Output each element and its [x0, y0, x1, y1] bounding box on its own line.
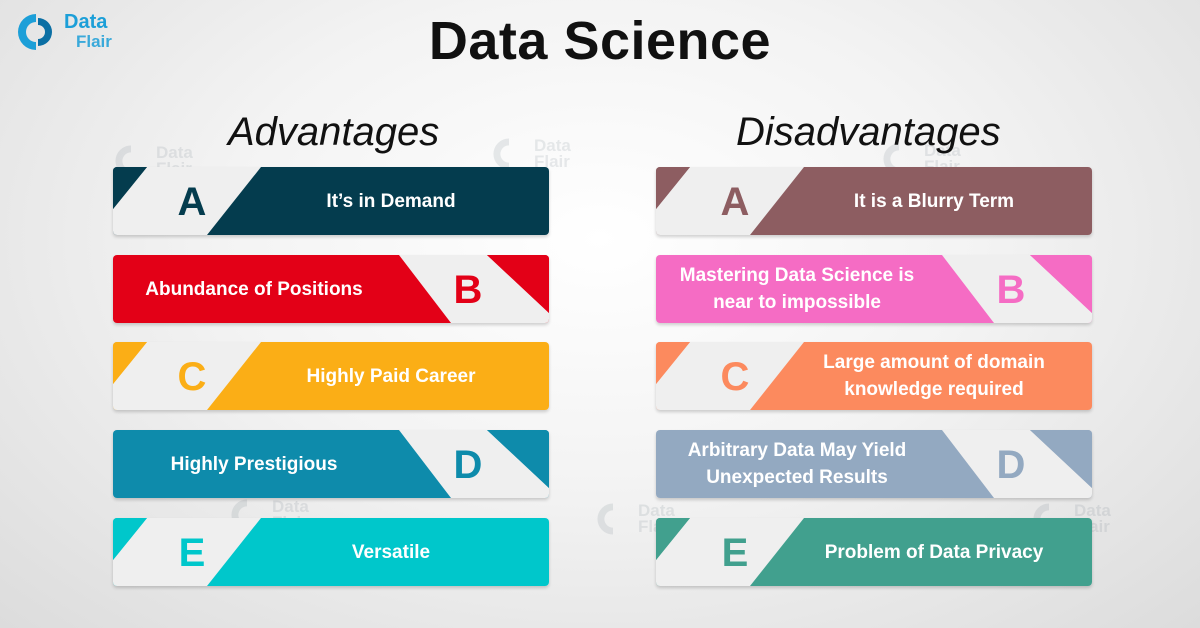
card-text: Abundance of Positions	[145, 278, 363, 300]
card-letter: C	[720, 355, 750, 399]
card-shape	[113, 430, 549, 498]
card-text: It is a Blurry Term	[853, 190, 1015, 212]
card-letter: A	[177, 180, 207, 224]
card-shape	[113, 518, 549, 586]
card-shape	[656, 430, 1092, 498]
card-text: Highly Prestigious	[170, 453, 338, 475]
card-text: Mastering Data Science is near to imposs…	[679, 265, 915, 313]
disadvantages-heading: Disadvantages	[736, 110, 1001, 154]
dataflair-logo: Data Flair	[14, 10, 112, 54]
advantage-card: B Abundance of Positions	[113, 255, 549, 323]
card-letter: B	[453, 268, 483, 312]
card-text: Large amount of domain knowledge require…	[823, 352, 1045, 400]
card-letter: E	[178, 531, 206, 575]
card-shape	[656, 167, 1092, 235]
card-shape	[113, 167, 549, 235]
disadvantage-card: C Large amount of domain knowledge requi…	[656, 342, 1092, 410]
watermark-icon	[597, 503, 613, 535]
card-text: Problem of Data Privacy	[824, 541, 1044, 563]
watermark-icon	[493, 138, 509, 170]
card-letter: E	[721, 531, 749, 575]
advantage-card: A It’s in Demand	[113, 167, 549, 235]
logo-text-line1: Data	[64, 11, 108, 33]
card-letter: D	[996, 443, 1026, 487]
disadvantage-card: D Arbitrary Data May Yield Unexpected Re…	[656, 430, 1092, 498]
card-text: Versatile	[351, 541, 431, 563]
card-shape	[656, 255, 1092, 323]
card-text: It’s in Demand	[326, 190, 456, 212]
advantage-card: E Versatile	[113, 518, 549, 586]
card-shape	[113, 255, 549, 323]
card-letter: A	[720, 180, 750, 224]
advantages-heading: Advantages	[228, 110, 440, 154]
card-shape	[656, 342, 1092, 410]
dataflair-logo-icon	[18, 14, 52, 50]
disadvantage-card: B Mastering Data Science is near to impo…	[656, 255, 1092, 323]
disadvantage-card: A It is a Blurry Term	[656, 167, 1092, 235]
disadvantage-card: E Problem of Data Privacy	[656, 518, 1092, 586]
card-text: Arbitrary Data May Yield Unexpected Resu…	[687, 440, 907, 488]
card-text: Highly Paid Career	[306, 365, 476, 387]
card-shape	[113, 342, 549, 410]
card-letter: B	[996, 268, 1026, 312]
card-letter: D	[453, 443, 483, 487]
watermark-icon	[883, 143, 899, 175]
card-shape	[656, 518, 1092, 586]
page-title: Data Science	[428, 11, 772, 71]
advantage-card: C Highly Paid Career	[113, 342, 549, 410]
card-letter: C	[177, 355, 207, 399]
advantage-card: D Highly Prestigious	[113, 430, 549, 498]
logo-text-line2: Flair	[76, 32, 112, 51]
